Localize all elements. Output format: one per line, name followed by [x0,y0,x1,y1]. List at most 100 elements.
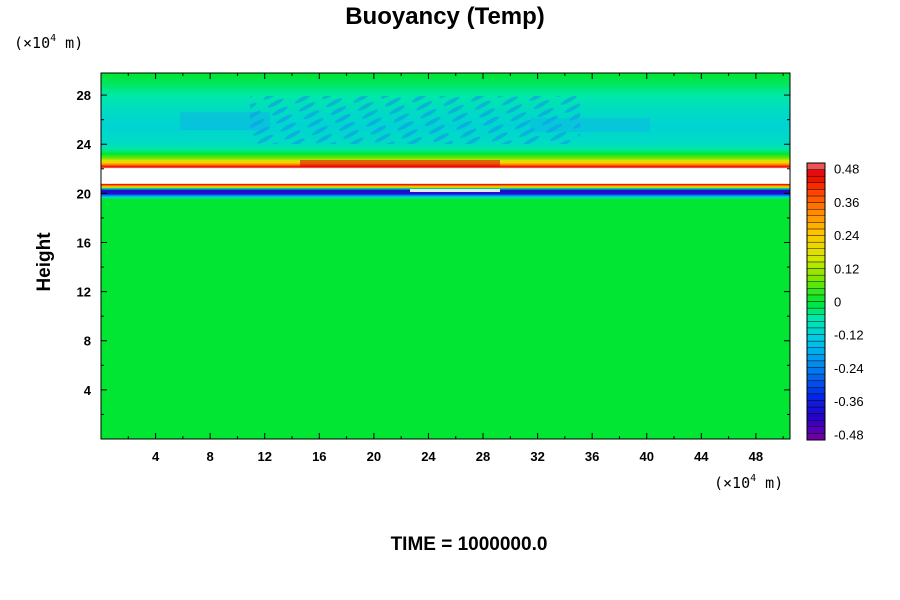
heatmap-band [101,224,790,227]
heatmap-band [101,352,790,354]
heatmap-band [101,385,790,388]
colorbar-band [806,175,826,183]
heatmap-band [101,145,790,148]
heatmap-band [101,245,790,247]
heatmap-band [101,73,790,75]
heatmap-band [101,317,790,320]
heatmap-band [101,382,790,385]
colorbar-label: 0 [834,295,841,310]
heatmap-band [101,310,790,313]
heatmap-band [101,375,790,378]
x-tick-label: 48 [749,449,763,464]
heatmap-band [101,389,790,392]
heatmap-band [101,87,790,90]
heatmap-band [101,218,790,221]
heatmap-band [101,321,790,324]
heatmap-band [101,246,790,248]
heatmap-band [101,213,790,216]
heatmap-band [101,309,790,312]
heatmap-band [101,348,790,350]
heatmap-band [101,275,790,278]
heatmap-band [101,202,790,205]
heatmap-band [101,337,790,340]
heatmap-band [101,155,790,158]
heatmap-band [101,249,790,251]
heatmap-band [101,390,790,393]
colorbar-band [806,202,826,210]
heatmap-band [101,306,790,308]
heatmap-band [101,175,790,177]
heatmap-band [101,86,790,89]
colorbar-label: -0.48 [834,427,864,442]
heatmap-band [101,171,790,174]
wave-texture [180,96,650,192]
heatmap-band [101,166,790,169]
heatmap-band [101,403,790,405]
heatmap-band [101,193,790,195]
heatmap-band [101,253,790,256]
heatmap-band [101,433,790,436]
heatmap-band [101,400,790,402]
heatmap-band [101,204,790,207]
heatmap-band [101,329,790,332]
colorbar-bands [806,162,826,441]
heatmap-band [101,79,790,81]
heatmap-band [101,229,790,231]
heatmap-band [101,432,790,435]
heatmap-band [101,194,790,196]
heatmap-band [101,426,790,429]
colorbar-band [806,327,826,335]
heatmap-band [101,328,790,331]
heatmap-band [101,167,790,170]
heatmap-band [101,326,790,329]
heatmap-band [101,417,790,419]
colorbar-label: -0.24 [834,361,864,376]
x-tick-label: 24 [421,449,436,464]
heatmap-band [101,156,790,159]
heatmap-band [101,416,790,418]
heatmap-band [101,151,790,154]
heatmap-band [101,437,790,439]
heatmap-band [101,339,790,342]
colorbar-band [806,215,826,223]
x-tick-label: 8 [207,449,214,464]
heatmap-band [101,184,790,186]
x-tick-label: 4 [152,449,160,464]
heatmap-band [101,376,790,379]
colorbar-label: -0.12 [834,328,864,343]
heatmap-band [101,211,790,214]
heatmap-band [101,307,790,309]
heatmap-band [101,370,790,373]
heatmap-band [101,251,790,253]
colorbar-band [806,162,826,170]
heatmap-band [101,234,790,236]
heatmap-band [101,334,790,337]
heatmap-band [101,212,790,215]
heatmap-band [101,227,790,230]
heatmap-band [101,281,790,284]
heatmap-band [101,294,790,296]
heatmap-band [101,331,790,334]
heatmap-band [101,359,790,361]
heatmap-band [101,148,790,151]
heatmap-band [101,207,790,210]
heatmap-band [101,260,790,263]
heatmap-band [101,311,790,314]
heatmap-band [101,77,790,79]
heatmap-band [101,318,790,321]
heatmap-band [101,408,790,410]
colorbar-band [806,307,826,315]
heatmap-band [101,237,790,239]
heatmap-band [101,205,790,208]
heatmap-band [101,83,790,85]
heatmap-band [101,330,790,333]
heatmap-band [101,327,790,330]
colorbar-label: -0.36 [834,394,864,409]
heatmap-band [101,277,790,280]
heatmap-band [101,365,790,368]
heatmap-band [101,341,790,344]
heatmap-band [101,261,790,264]
heatmap-band [101,298,790,300]
colorbar-band [806,334,826,342]
heatmap-band [101,274,790,277]
